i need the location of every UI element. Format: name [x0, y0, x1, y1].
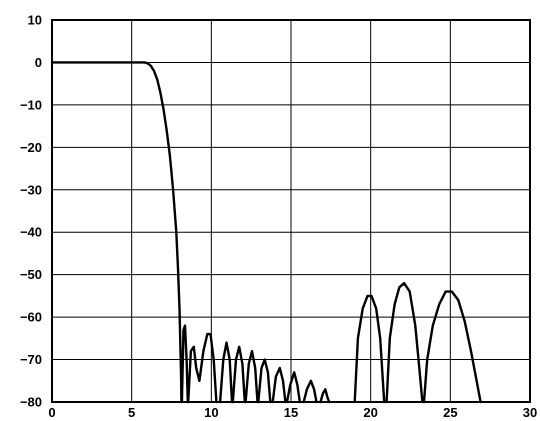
y-tick-label: −50	[20, 267, 42, 282]
y-tick-label: 0	[35, 55, 42, 70]
y-axis-ticks: 10 0 −10 −20 −30 −40 −50 −60 −70 −80	[20, 13, 42, 410]
x-tick-label: 10	[204, 405, 218, 420]
x-tick-label: 0	[48, 405, 55, 420]
series-line	[50, 61, 482, 404]
plot-frame	[51, 19, 531, 403]
y-tick-label: 10	[28, 13, 42, 28]
y-tick-label: −70	[20, 352, 42, 367]
y-tick-label: −30	[20, 182, 42, 197]
x-axis-ticks: 0 5 10 15 20 25 30	[48, 405, 537, 420]
y-tick-label: −80	[20, 395, 42, 410]
y-tick-label: −60	[20, 310, 42, 325]
y-tick-label: −40	[20, 225, 42, 240]
x-tick-label: 30	[523, 405, 537, 420]
y-tick-label: −20	[20, 140, 42, 155]
grid	[51, 19, 531, 403]
x-tick-label: 5	[128, 405, 135, 420]
x-tick-label: 15	[284, 405, 298, 420]
y-tick-label: −10	[20, 97, 42, 112]
x-tick-label: 20	[363, 405, 377, 420]
x-tick-label: 25	[443, 405, 457, 420]
